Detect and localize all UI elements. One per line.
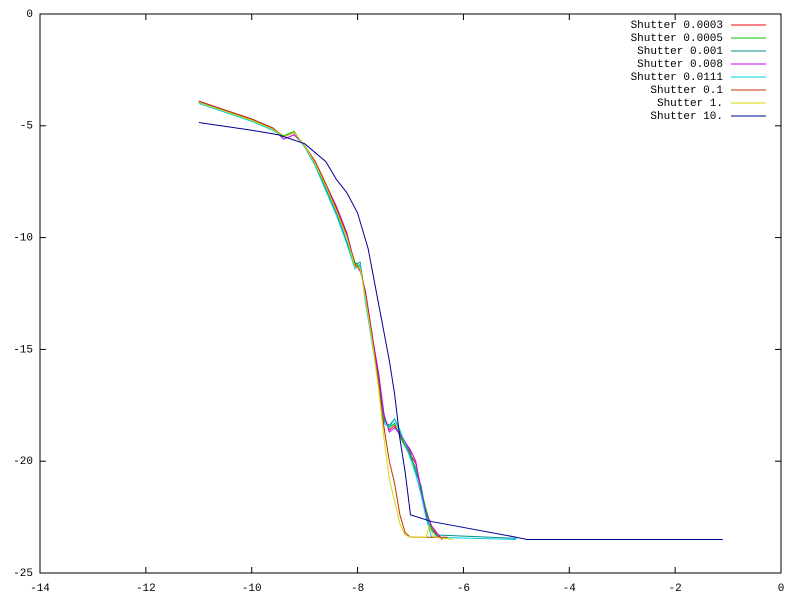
legend-label: Shutter 10. [650,111,723,123]
x-tick-label: -12 [136,583,156,595]
plot-border [39,13,782,574]
x-tick-label: -8 [351,583,364,595]
legend-label: Shutter 0.008 [637,59,723,71]
x-tick-label: -10 [242,583,262,595]
legend-label: Shutter 0.0111 [631,72,724,84]
x-tick-label: 0 [778,583,785,595]
series-line [198,102,517,540]
x-tick-label: -14 [30,583,50,595]
legend-label: Shutter 0.0003 [631,20,723,32]
legend-label: Shutter 0.0005 [631,33,723,45]
x-tick-label: -2 [669,583,682,595]
series-line [198,101,517,539]
x-tick-label: -4 [563,583,577,595]
series-line [198,121,723,540]
y-tick-label: -20 [13,456,33,468]
y-tick-label: -10 [13,233,33,245]
x-tick-label: -6 [457,583,470,595]
y-tick-label: 0 [26,9,33,21]
series-line [198,101,453,540]
y-tick-label: -15 [13,344,33,356]
y-tick-label: -25 [13,568,33,580]
legend-label: Shutter 0.001 [637,46,723,58]
legend-label: Shutter 0.1 [650,85,723,97]
y-tick-label: -5 [20,121,33,133]
series-line [198,100,448,538]
legend-label: Shutter 1. [657,98,723,110]
